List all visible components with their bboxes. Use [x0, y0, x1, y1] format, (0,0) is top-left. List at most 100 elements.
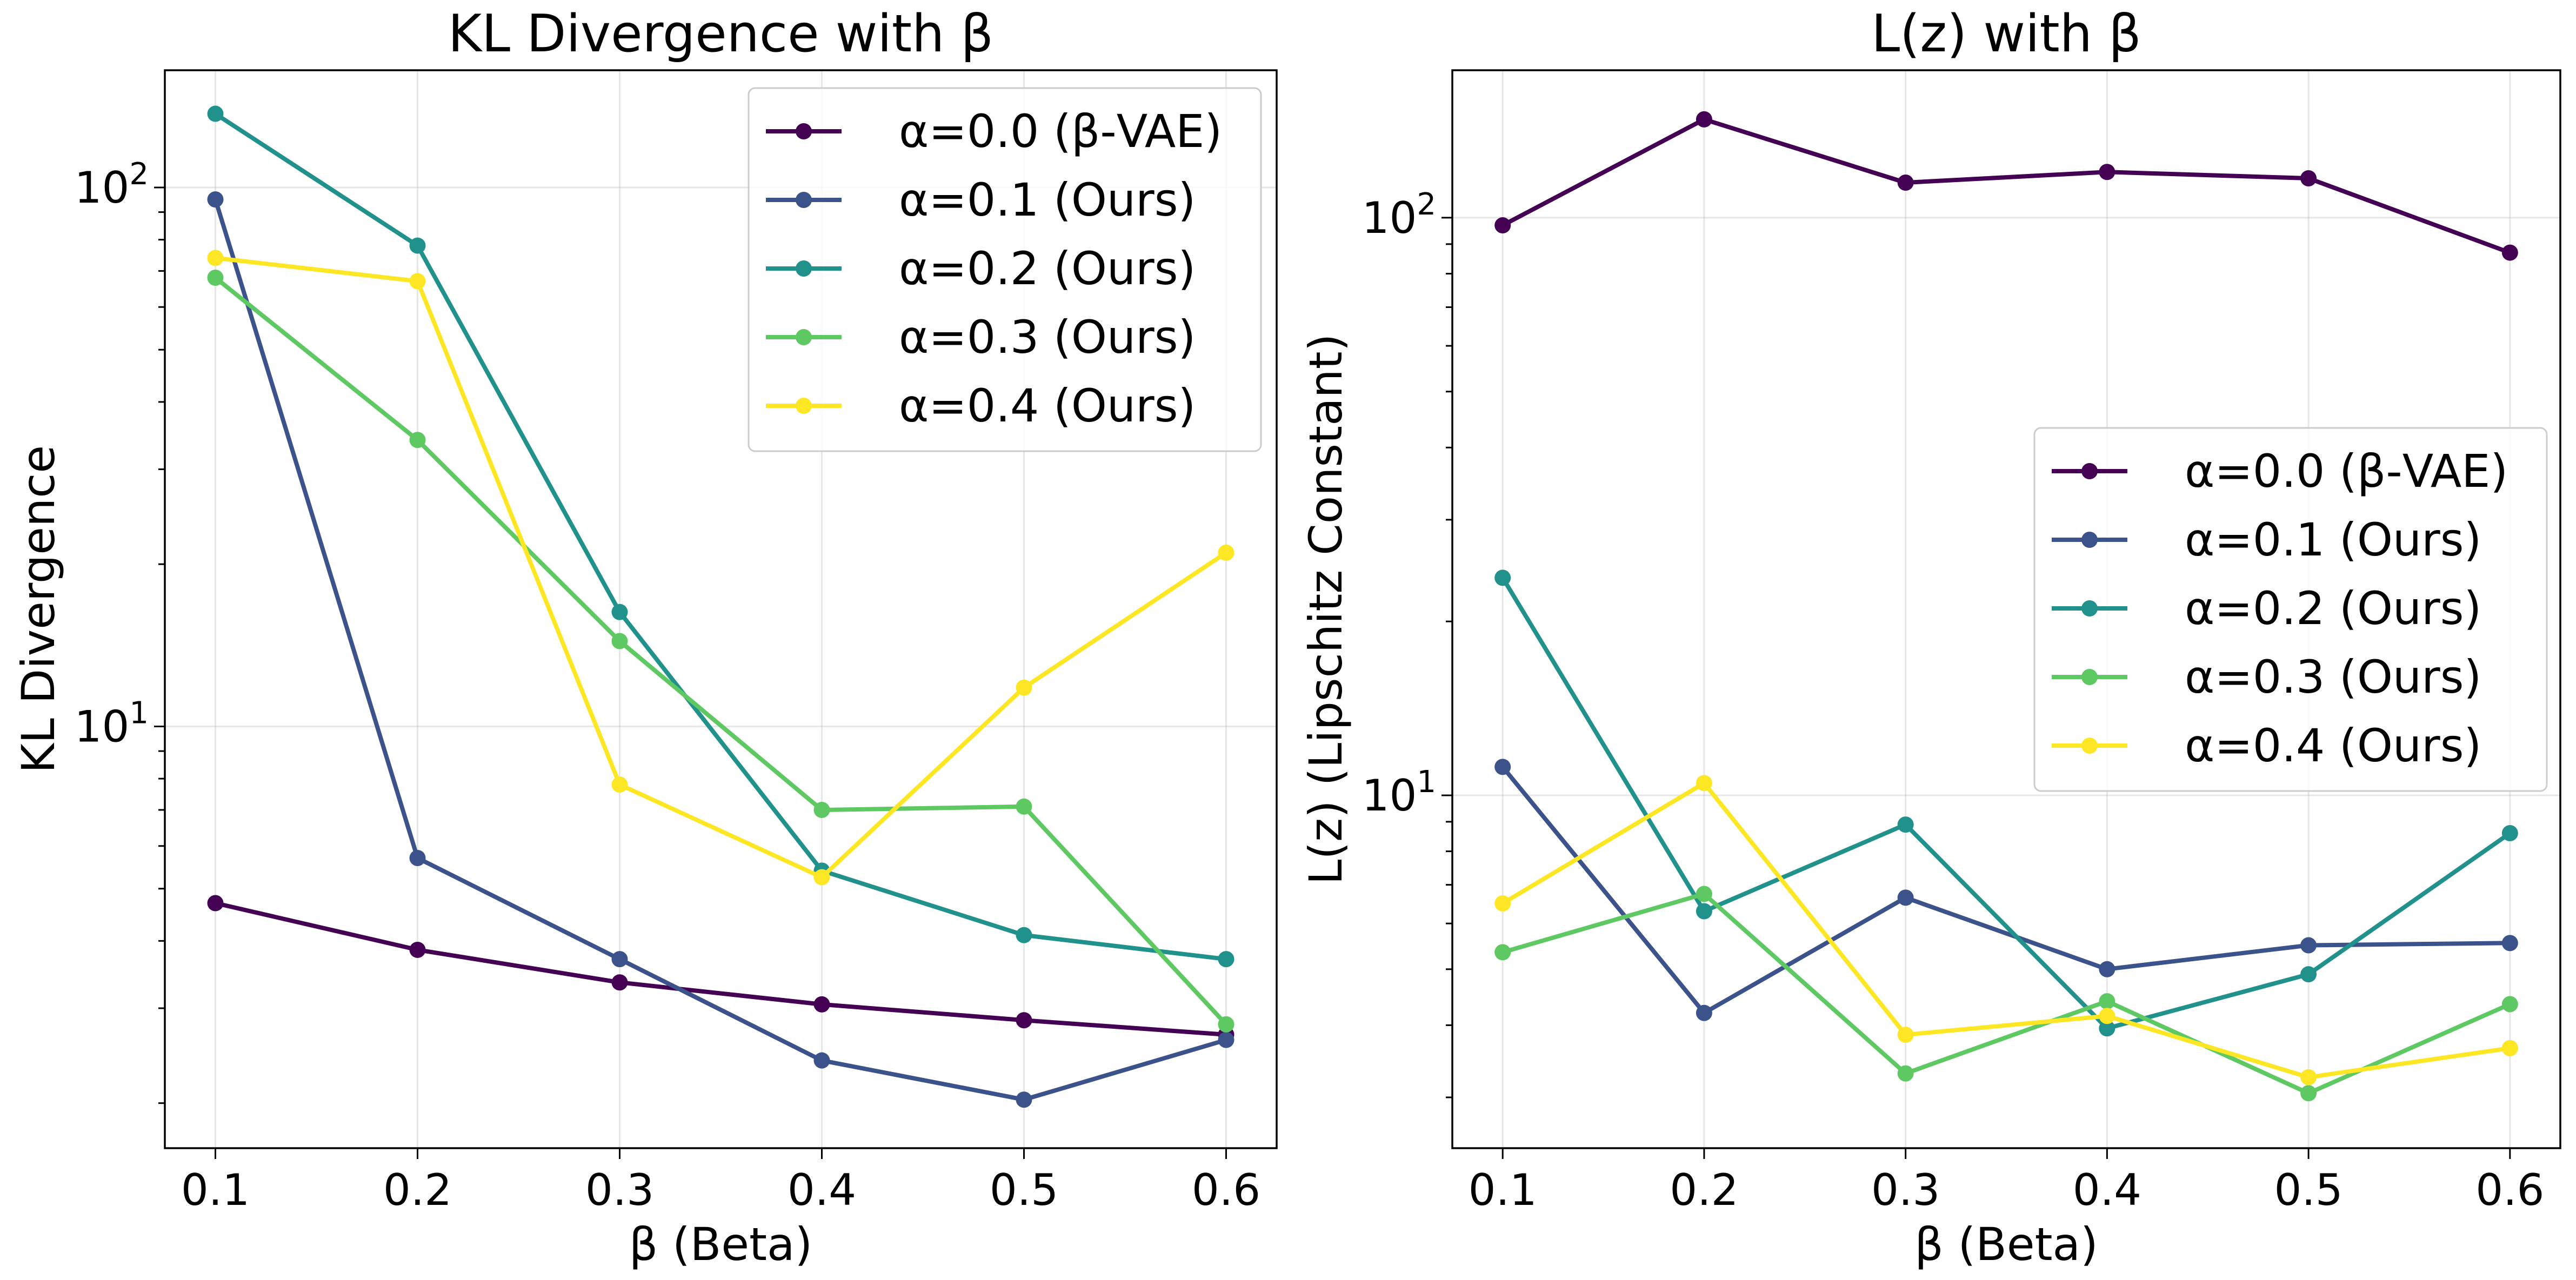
legend-label: α=0.3 (Ours)	[2185, 651, 2481, 703]
legend: α=0.0 (β-VAE) α=0.1 (Ours) α=0.2 (Ours) α=0…	[748, 87, 1262, 452]
data-point	[2099, 1020, 2115, 1037]
x-tick-label: 0.6	[2475, 1165, 2544, 1215]
data-point	[1218, 951, 1234, 968]
series-line-1	[1501, 117, 2511, 255]
data-point	[1016, 1091, 1032, 1108]
data-point	[1696, 775, 1712, 792]
legend-label: α=0.0 (β-VAE)	[899, 105, 1222, 158]
x-tick-label: 0.1	[181, 1165, 250, 1215]
y-axis-label: KL Divergence	[12, 445, 65, 773]
series-line-5	[1501, 781, 2511, 1080]
data-point	[2501, 244, 2518, 261]
data-point	[611, 604, 628, 620]
series-line-4	[213, 276, 1228, 1026]
x-tick-label: 0.2	[1670, 1165, 1738, 1215]
legend-label: α=0.0 (β-VAE)	[2185, 445, 2508, 498]
legend-marker	[2081, 738, 2098, 754]
data-point	[1897, 1065, 1914, 1082]
legend-label: α=0.4 (Ours)	[2185, 719, 2481, 772]
data-point	[207, 270, 224, 286]
data-point	[1494, 944, 1511, 961]
series-line-5	[215, 256, 1227, 880]
legend-marker	[796, 260, 812, 277]
data-point	[1218, 1016, 1234, 1033]
legend-marker	[796, 192, 812, 208]
legend-marker	[796, 398, 812, 414]
data-point	[1696, 111, 1712, 128]
axes-frame	[164, 69, 1278, 1149]
x-tick-label: 0.2	[383, 1165, 452, 1215]
data-point	[611, 974, 628, 991]
series-line-2	[213, 199, 1227, 1102]
chart-1: 0.1 0.2 0.3 0.4 0.5 0.6 101 102 KL Divergence wi…	[12, 4, 1278, 1271]
data-point	[1016, 679, 1032, 696]
data-point	[207, 191, 224, 208]
data-point	[409, 941, 426, 958]
data-point	[409, 237, 426, 254]
data-point	[1016, 927, 1032, 943]
data-point	[1494, 217, 1511, 234]
y-tick-label: 101	[1362, 765, 1436, 821]
data-point	[2099, 1008, 2115, 1024]
chart-2: 0.1 0.2 0.3 0.4 0.5 0.6 101 102 L(z) with β β (Be…	[1299, 4, 2561, 1271]
y-axis-label: L(z) (Lipschitz Constant)	[1299, 333, 1352, 884]
x-tick-label: 0.4	[2073, 1165, 2141, 1215]
x-tick-label: 0.3	[585, 1165, 654, 1215]
series-line-2	[1501, 765, 2510, 1015]
data-point	[1494, 569, 1511, 586]
legend-marker	[796, 329, 812, 345]
legend-box	[748, 87, 1262, 452]
data-point	[2300, 937, 2317, 954]
data-point	[2300, 1085, 2317, 1102]
data-point	[2501, 1040, 2518, 1056]
legend-marker	[796, 123, 812, 139]
x-axis-label: β (Beta)	[629, 1218, 813, 1271]
y-tick-label: 102	[75, 157, 149, 213]
legend: α=0.0 (β-VAE) α=0.1 (Ours) α=0.2 (Ours) α=0…	[2033, 427, 2548, 792]
data-point	[1696, 1004, 1712, 1021]
y-tick-label: 102	[1362, 187, 1436, 243]
series-line-3	[214, 112, 1226, 962]
data-point	[409, 432, 426, 448]
x-axis-label: β (Beta)	[1914, 1218, 2098, 1271]
data-point	[2099, 993, 2115, 1010]
data-point	[409, 273, 426, 290]
data-point	[1897, 816, 1914, 833]
legend-label: α=0.4 (Ours)	[899, 379, 1196, 432]
data-point	[1218, 545, 1234, 561]
data-point	[813, 996, 830, 1013]
data-point	[2501, 935, 2518, 951]
data-point	[409, 849, 426, 866]
data-point	[2501, 996, 2518, 1013]
legend-label: α=0.1 (Ours)	[2185, 513, 2481, 566]
series-line-1	[215, 901, 1226, 1037]
data-point	[813, 801, 830, 818]
x-tick-label: 0.3	[1871, 1165, 1940, 1215]
data-point	[207, 105, 224, 122]
legend-marker	[2081, 532, 2098, 548]
legend-marker	[2081, 463, 2098, 479]
data-point	[2099, 164, 2115, 180]
chart-title: KL Divergence with β	[448, 4, 993, 64]
x-tick-label: 0.4	[788, 1165, 856, 1215]
chart-title: L(z) with β	[1871, 4, 2141, 64]
series-line-4	[1502, 892, 2511, 1096]
data-point	[611, 633, 628, 649]
legend-marker	[2081, 600, 2098, 616]
legend-label: α=0.1 (Ours)	[899, 173, 1196, 226]
data-point	[2300, 966, 2317, 983]
data-point	[611, 776, 628, 793]
data-point	[1897, 1027, 1914, 1043]
data-point	[1897, 889, 1914, 906]
data-point	[1218, 1031, 1234, 1048]
data-point	[1016, 798, 1032, 815]
data-point	[1696, 903, 1712, 920]
legend-box	[2033, 427, 2548, 792]
data-point	[1016, 1012, 1032, 1029]
legend-label: α=0.2 (Ours)	[899, 242, 1196, 295]
data-point	[1494, 759, 1511, 775]
data-point	[813, 869, 830, 886]
data-point	[2300, 1069, 2317, 1085]
legend-marker	[2081, 669, 2098, 685]
